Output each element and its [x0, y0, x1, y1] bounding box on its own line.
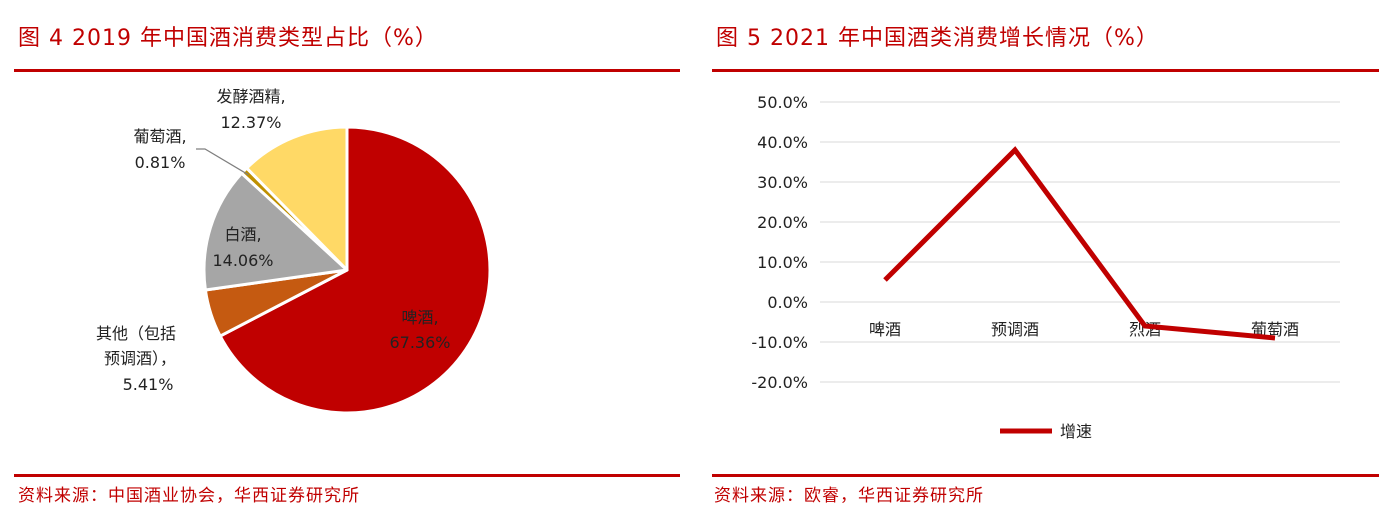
- pie-chart-panel: 图 4 2019 年中国酒消费类型占比（%） 啤酒, 67.36% 其他（包括 …: [14, 26, 680, 506]
- y-tick-label: 50.0%: [757, 93, 808, 112]
- y-tick-label: 10.0%: [757, 253, 808, 272]
- legend-label: 增速: [1060, 422, 1092, 441]
- line-title-rule: [712, 69, 1379, 72]
- spirits-value-label: 12.37%: [220, 113, 281, 132]
- growth-series-line: [883, 146, 1276, 341]
- x-category-label: 啤酒: [869, 320, 901, 339]
- wine-name-label: 葡萄酒,: [133, 127, 186, 146]
- pie-title-rule: [14, 69, 680, 72]
- beer-value-label: 67.36%: [389, 333, 450, 352]
- y-tick-label: -10.0%: [751, 333, 808, 352]
- y-tick-label: 40.0%: [757, 133, 808, 152]
- y-tick-label: 20.0%: [757, 213, 808, 232]
- baijiu-value-label: 14.06%: [212, 251, 273, 270]
- pie-source-note: 资料来源：中国酒业协会，华西证券研究所: [18, 486, 360, 506]
- line-chart-title: 图 5 2021 年中国酒类消费增长情况（%）: [716, 26, 1159, 51]
- y-tick-label: 30.0%: [757, 173, 808, 192]
- line-chart-panel: 图 5 2021 年中国酒类消费增长情况（%） 50.0% 40.0% 30.0…: [700, 0, 1397, 514]
- pie-label-other: 其他（包括 预调酒）， 5.41%: [96, 324, 176, 394]
- pie-slice-baijiu: [202, 171, 349, 292]
- pie-label-baijiu: 白酒, 14.06%: [212, 225, 273, 270]
- pie-chart-title: 图 4 2019 年中国酒消费类型占比（%）: [18, 26, 438, 51]
- pie-slice-beer: [218, 125, 492, 415]
- line-source-note: 资料来源：欧睿，华西证券研究所: [714, 486, 984, 506]
- pie-slice-spirits: [245, 125, 349, 272]
- pie-source-rule: [14, 474, 680, 477]
- baijiu-name-label: 白酒,: [224, 225, 261, 244]
- y-tick-label: -20.0%: [751, 373, 808, 392]
- other-name-label-line2: 预调酒），: [104, 349, 176, 368]
- other-value-label: 5.41%: [123, 375, 174, 394]
- x-axis-ticks: 啤酒 预调酒 烈酒 葡萄酒: [869, 320, 1299, 339]
- spirits-name-label: 发酵酒精,: [216, 87, 285, 106]
- pie-label-wine: 葡萄酒, 0.81%: [133, 127, 186, 172]
- y-tick-label: 0.0%: [767, 293, 808, 312]
- pie-chart: 啤酒, 67.36% 其他（包括 预调酒）， 5.41% 白酒, 14.06% …: [96, 87, 492, 415]
- other-name-label-line1: 其他（包括: [96, 324, 176, 343]
- x-category-label: 葡萄酒: [1251, 320, 1299, 339]
- pie-label-spirits: 发酵酒精, 12.37%: [216, 87, 285, 132]
- grid-lines: [820, 101, 1340, 383]
- pie-label-beer: 啤酒, 67.36%: [389, 308, 450, 352]
- y-axis-ticks: 50.0% 40.0% 30.0% 20.0% 10.0% 0.0% -10.0…: [751, 93, 808, 392]
- beer-name-label: 啤酒,: [401, 308, 438, 327]
- line-source-rule: [712, 474, 1379, 477]
- line-chart: 50.0% 40.0% 30.0% 20.0% 10.0% 0.0% -10.0…: [751, 93, 1340, 441]
- wine-value-label: 0.81%: [135, 153, 186, 172]
- x-category-label: 预调酒: [991, 320, 1039, 339]
- legend: 增速: [1000, 422, 1092, 441]
- wine-leader-line: [196, 148, 249, 176]
